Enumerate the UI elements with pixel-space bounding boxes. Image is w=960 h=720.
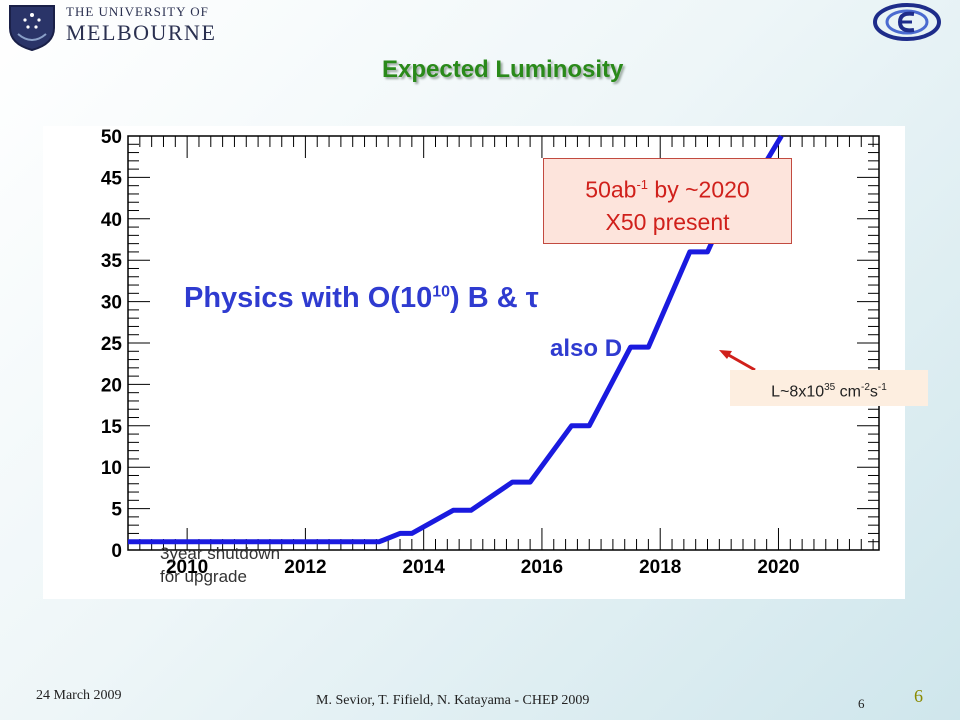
y-tick-label: 40 — [101, 210, 122, 231]
callout-line-2: X50 present — [605, 208, 730, 235]
x-tick-label: 2014 — [403, 557, 446, 578]
footer-authors: M. Sevior, T. Fifield, N. Katayama - CHE… — [316, 693, 590, 708]
slide-number: 6 — [914, 686, 923, 706]
physics-annotation: Physics with O(1010) B & τ — [184, 282, 539, 315]
x-tick-label: 2018 — [639, 557, 681, 578]
callout-line-1: 50ab-1 by ~2020 — [544, 169, 791, 206]
physics-sup: 10 — [432, 283, 450, 301]
x-tick-label: 2016 — [521, 557, 563, 578]
physics-suffix: ) B & τ — [450, 282, 539, 314]
lum-mid: cm — [835, 383, 862, 401]
callout-value: 50ab — [585, 176, 637, 203]
university-name-small: THE UNIVERSITY OF — [66, 4, 209, 19]
shutdown-note: 3year shutdown for upgrade — [160, 542, 280, 588]
footer-date: 24 March 2009 — [36, 688, 122, 703]
chart-tick-labels: 0 5 10 15 20 25 30 35 40 45 50 2010 2012 2014 2016 2018… — [101, 127, 800, 578]
lum-sup-exp: 35 — [824, 382, 836, 393]
y-tick-label: 0 — [111, 541, 122, 562]
experiment-logo — [873, 3, 941, 41]
y-tick-label: 25 — [101, 334, 123, 355]
physics-prefix: Physics with O(10 — [184, 282, 433, 314]
lum-sup-cm: -2 — [861, 382, 870, 393]
university-crest-logo — [9, 5, 55, 52]
y-tick-label: 30 — [101, 293, 122, 314]
y-tick-label: 45 — [101, 168, 123, 189]
lum-sup-s: -1 — [877, 382, 887, 393]
callout-box: 50ab-1 by ~2020 X50 present — [543, 158, 792, 244]
shutdown-line-1: 3year shutdown — [160, 544, 281, 563]
y-tick-label: 5 — [111, 500, 122, 521]
callout-rest: by ~2020 — [648, 176, 750, 203]
y-tick-label: 20 — [101, 375, 122, 396]
x-tick-label: 2010 — [166, 557, 208, 578]
x-tick-label: 2012 — [284, 557, 326, 578]
callout-sup: -1 — [636, 177, 649, 192]
footer-page-number: 6 — [858, 696, 865, 711]
university-name-big: MELBOURNE — [66, 20, 217, 45]
slide-title: Expected Luminosity — [382, 56, 624, 83]
also-d-annotation: also D — [550, 335, 623, 362]
y-tick-label: 50 — [101, 127, 122, 148]
y-tick-label: 35 — [101, 251, 123, 272]
y-tick-label: 15 — [101, 417, 123, 438]
lum-prefix: L~8x10 — [771, 383, 825, 401]
red-arrow — [719, 350, 756, 372]
x-tick-label: 2020 — [757, 557, 799, 578]
lum-s: s — [869, 383, 878, 401]
shutdown-line-2: for upgrade — [160, 567, 247, 586]
chart-ticks — [127, 135, 879, 551]
y-tick-label: 10 — [101, 458, 122, 479]
luminosity-note: L~8x1035 cm-2s-1 — [730, 370, 928, 406]
